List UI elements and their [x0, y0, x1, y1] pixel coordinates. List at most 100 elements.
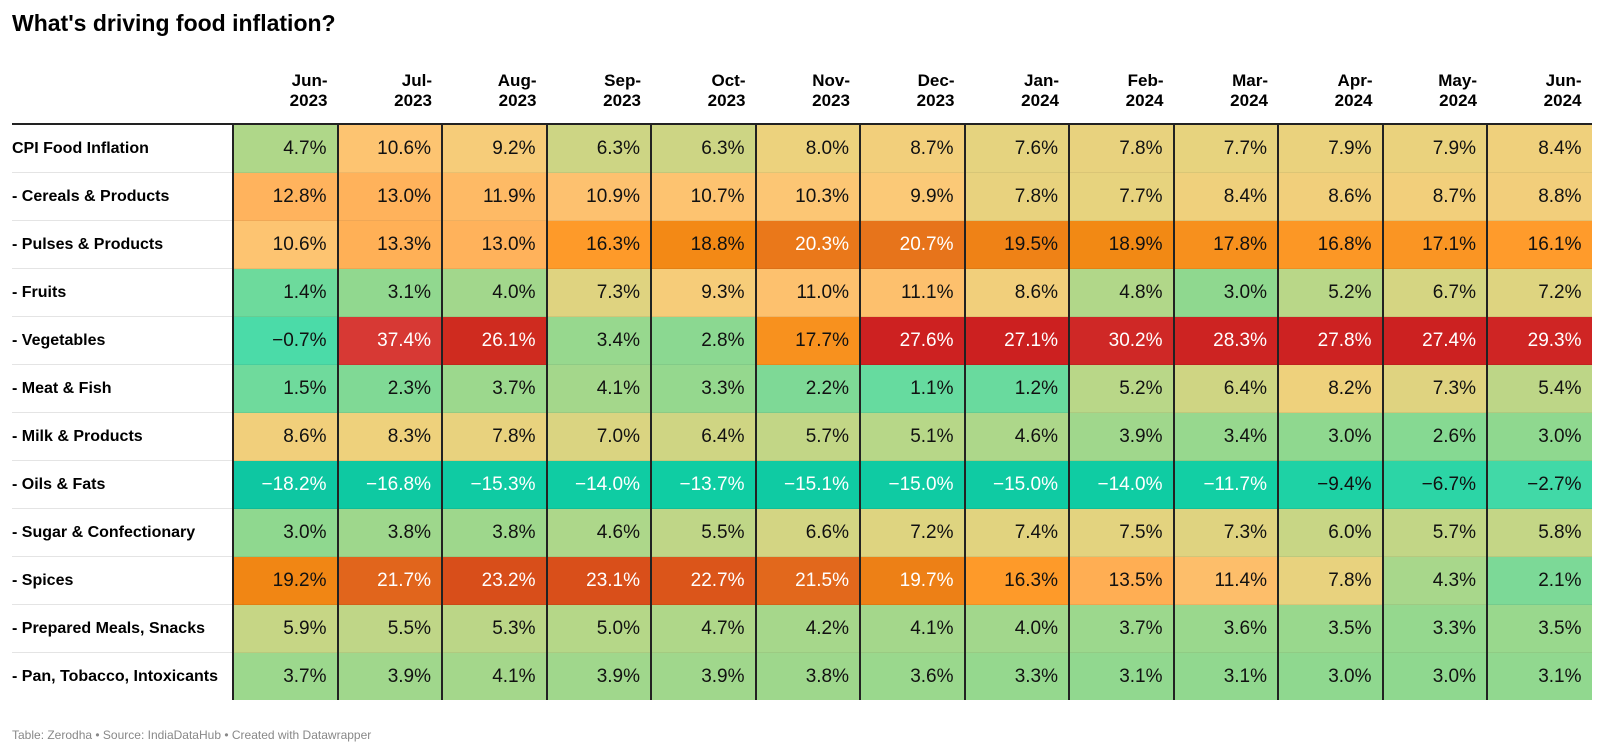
column-header-month: Apr- [1337, 71, 1373, 90]
heatmap-cell: 3.9% [336, 652, 442, 700]
heatmap-cell: 10.9% [545, 172, 651, 221]
heatmap-cell: 3.7% [232, 652, 338, 700]
heatmap-cell: 18.8% [650, 220, 756, 269]
heatmap-cell: −16.8% [336, 460, 442, 509]
heatmap-cell: 2.6% [1381, 412, 1487, 461]
heatmap-cell: 3.8% [441, 508, 547, 557]
heatmap-cell: −15.1% [754, 460, 860, 509]
heatmap-cell: 23.2% [441, 556, 547, 605]
heatmap-cell: 3.0% [1486, 412, 1592, 461]
table-row: - Vegetables −0.7% 37.4% 26.1% 3.4% 2.8% 17.7%… [12, 316, 1592, 365]
heatmap-cell: 26.1% [441, 316, 547, 365]
heatmap-cell: 18.9% [1068, 220, 1174, 269]
heatmap-cell: 8.2% [1277, 364, 1383, 413]
heatmap-cell: 20.3% [754, 220, 860, 269]
heatmap-cell: 4.6% [963, 412, 1069, 461]
heatmap-cell: 7.8% [963, 172, 1069, 221]
chart-title: What's driving food inflation? [12, 10, 336, 36]
heatmap-cell: 3.9% [545, 652, 651, 700]
heatmap-cell: 27.8% [1277, 316, 1383, 365]
heatmap-cell: 7.8% [1068, 124, 1174, 173]
heatmap-cell: −15.0% [859, 460, 965, 509]
heatmap-cell: 1.4% [232, 268, 338, 317]
heatmap-cell: 7.3% [1381, 364, 1487, 413]
heatmap-cell: 7.2% [1486, 268, 1592, 317]
heatmap-cell: 3.0% [1277, 412, 1383, 461]
heatmap-cell: 13.3% [336, 220, 442, 269]
heatmap-cell: 8.8% [1486, 172, 1592, 221]
column-header-year: 2023 [707, 91, 746, 110]
heatmap-cell: 7.8% [441, 412, 547, 461]
column-header: Mar- 2024 [1173, 66, 1278, 125]
heatmap-cell: 3.5% [1277, 604, 1383, 653]
heatmap-cell: 16.8% [1277, 220, 1383, 269]
heatmap-cell: 5.5% [336, 604, 442, 653]
heatmap-cell: 5.9% [232, 604, 338, 653]
column-header-year: 2023 [498, 91, 537, 110]
heatmap-cell: −15.0% [963, 460, 1069, 509]
heatmap-cell: 4.7% [650, 604, 756, 653]
heatmap-cell: 4.3% [1381, 556, 1487, 605]
heatmap-cell: 10.6% [336, 124, 442, 173]
heatmap-cell: 7.3% [1172, 508, 1278, 557]
row-label: - Milk & Products [12, 412, 233, 461]
row-label: CPI Food Inflation [12, 124, 233, 173]
heatmap-cell: 21.7% [336, 556, 442, 605]
heatmap-cell: 8.7% [1381, 172, 1487, 221]
heatmap-cell: 19.2% [232, 556, 338, 605]
column-header: Feb- 2024 [1069, 66, 1174, 125]
heatmap-cell: 37.4% [336, 316, 442, 365]
heatmap-cell: 3.1% [1068, 652, 1174, 700]
heatmap-cell: 13.0% [336, 172, 442, 221]
column-header-month: May- [1438, 71, 1477, 90]
heatmap-cell: 10.3% [754, 172, 860, 221]
column-header-year: 2024 [1439, 91, 1477, 110]
column-header: Jan- 2024 [964, 66, 1069, 125]
heatmap-cell: 6.4% [1172, 364, 1278, 413]
column-header: Sep- 2023 [546, 66, 651, 125]
heatmap-cell: −15.3% [441, 460, 547, 509]
heatmap-cell: 3.9% [1068, 412, 1174, 461]
heatmap-cell: 10.6% [232, 220, 338, 269]
heatmap-cell: 27.4% [1381, 316, 1487, 365]
heatmap-cell: 8.3% [336, 412, 442, 461]
heatmap-cell: 16.3% [963, 556, 1069, 605]
column-header-year: 2023 [289, 91, 328, 110]
heatmap-cell: 5.8% [1486, 508, 1592, 557]
heatmap-cell: 5.7% [1381, 508, 1487, 557]
row-label: - Fruits [12, 268, 233, 317]
heatmap-cell: 8.4% [1172, 172, 1278, 221]
heatmap-cell: 27.1% [963, 316, 1069, 365]
column-header: Jun- 2023 [233, 66, 338, 125]
row-label: - Spices [12, 556, 233, 605]
column-header-year: 2024 [1230, 91, 1268, 110]
heatmap-cell: 3.8% [754, 652, 860, 700]
heatmap-cell: 6.4% [650, 412, 756, 461]
heatmap-cell: 2.3% [336, 364, 442, 413]
heatmap-cell: 22.7% [650, 556, 756, 605]
column-header-year: 2023 [394, 91, 432, 110]
heatmap-cell: 4.2% [754, 604, 860, 653]
column-header: Oct- 2023 [651, 66, 756, 125]
heatmap-cell: 11.4% [1172, 556, 1278, 605]
heatmap-cell: 3.0% [1381, 652, 1487, 700]
heatmap-cell: 4.1% [545, 364, 651, 413]
heatmap-cell: 5.5% [650, 508, 756, 557]
heatmap-cell: 7.5% [1068, 508, 1174, 557]
heatmap-cell: 8.0% [754, 124, 860, 173]
heatmap-cell: 8.6% [1277, 172, 1383, 221]
heatmap-cell: 2.8% [650, 316, 756, 365]
heatmap-cell: 7.7% [1068, 172, 1174, 221]
heatmap-cell: −9.4% [1277, 460, 1383, 509]
table-row: - Oils & Fats −18.2% −16.8% −15.3% −14.0% −13… [12, 460, 1592, 509]
heatmap-body: CPI Food Inflation 4.7% 10.6% 9.2% 6.3% 6.3% 8… [12, 124, 1592, 700]
column-header-year: 2023 [603, 91, 641, 110]
heatmap-cell: 8.6% [963, 268, 1069, 317]
table-row: - Pan, Tobacco, Intoxicants 3.7% 3.9% 4.1% 3… [12, 652, 1592, 700]
heatmap-cell: 7.0% [545, 412, 651, 461]
source-footer: Table: Zerodha • Source: IndiaDataHub • … [12, 728, 372, 742]
heatmap-cell: 3.9% [650, 652, 756, 700]
heatmap-cell: 10.7% [650, 172, 756, 221]
heatmap-cell: 7.3% [545, 268, 651, 317]
table-row: - Fruits 1.4% 3.1% 4.0% 7.3% 9.3% 11.0% 11.1% 8.… [12, 268, 1592, 317]
